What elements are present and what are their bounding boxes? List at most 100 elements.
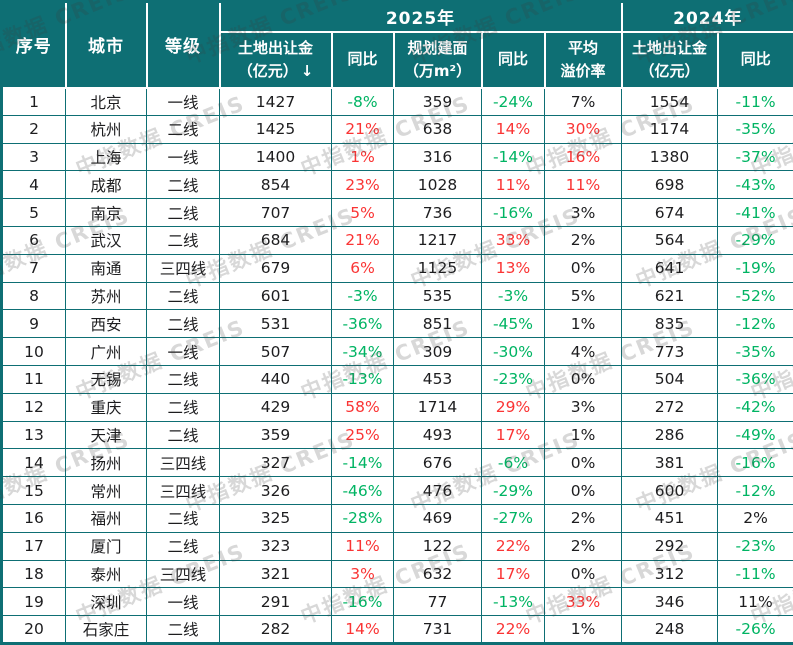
header-group-row: 序号 城市 等级 2025年 2024年 [0,0,793,89]
cell-fee-yoy-2024: -23% [717,531,793,561]
cell-tier: 一线 [146,587,220,617]
col-header-city: 城市 [64,0,148,89]
table-header: 序号 城市 等级 2025年 2024年 土地出让金 （亿元） ↓ 同比 规划建面… [0,0,793,89]
cell-fee-yoy-2025: -3% [331,281,394,311]
cell-rank: 3 [1,142,66,172]
cell-fee-yoy-2024: -12% [717,476,793,505]
table-row: 17 厦门 二线 323 11% 122 22% 2% 292 -23% [1,531,793,561]
cell-premium-rate: 5% [543,281,623,311]
cell-area-2025: 316 [393,142,482,172]
header-line: （亿元） ↓ [223,60,329,83]
cell-fee-2025: 359 [219,420,332,450]
cell-area-yoy-2025: 13% [481,253,545,283]
cell-fee-2024: 1380 [621,142,719,172]
cell-premium-rate: 3% [543,392,623,422]
cell-tier: 二线 [146,615,220,644]
cell-area-yoy-2025: -45% [481,309,545,339]
cell-premium-rate: 7% [543,86,623,116]
table-row: 12 重庆 二线 429 58% 1714 29% 3% 272 -42% [1,392,793,422]
cell-city: 南京 [65,198,147,227]
table-row: 18 泰州 三四线 321 3% 632 17% 0% 312 -11% [1,559,793,589]
cell-fee-2025: 679 [219,253,332,283]
cell-area-2025: 731 [393,615,482,644]
cell-fee-yoy-2025: 11% [331,531,394,561]
cell-city: 北京 [65,86,147,116]
cell-premium-rate: 2% [543,503,623,533]
cell-fee-2024: 248 [621,615,719,644]
cell-tier: 三四线 [146,448,220,478]
cell-tier: 三四线 [146,253,220,283]
cell-fee-2025: 282 [219,615,332,644]
cell-area-yoy-2025: -30% [481,337,545,366]
cell-premium-rate: 0% [543,364,623,394]
cell-fee-yoy-2025: -13% [331,364,394,394]
cell-city: 重庆 [65,392,147,422]
cell-rank: 7 [1,253,66,283]
cell-premium-rate: 30% [543,114,623,144]
cell-area-2025: 493 [393,420,482,450]
cell-fee-yoy-2024: 11% [717,587,793,617]
cell-fee-2025: 323 [219,531,332,561]
cell-fee-yoy-2024: -43% [717,170,793,200]
cell-fee-2024: 564 [621,225,719,255]
cell-premium-rate: 0% [543,253,623,283]
cell-fee-yoy-2024: -49% [717,420,793,450]
cell-area-yoy-2025: 14% [481,114,545,144]
col-header-fee-yoy-2024: 同比 [716,30,793,89]
cell-fee-yoy-2025: 21% [331,225,394,255]
cell-fee-2024: 381 [621,448,719,478]
cell-tier: 一线 [146,86,220,116]
cell-city: 西安 [65,309,147,339]
table-row: 10 广州 一线 507 -34% 309 -30% 4% 773 -35% [1,337,793,366]
cell-fee-2025: 707 [219,198,332,227]
cell-city: 上海 [65,142,147,172]
cell-area-yoy-2025: -3% [481,281,545,311]
cell-fee-2025: 440 [219,364,332,394]
cell-area-2025: 638 [393,114,482,144]
cell-rank: 18 [1,559,66,589]
cell-area-yoy-2025: -14% [481,142,545,172]
cell-fee-yoy-2024: -29% [717,225,793,255]
table-row: 2 杭州 二线 1425 21% 638 14% 30% 1174 -35% [1,114,793,144]
cell-city: 厦门 [65,531,147,561]
cell-premium-rate: 2% [543,225,623,255]
cell-fee-2024: 698 [621,170,719,200]
table-row: 8 苏州 二线 601 -3% 535 -3% 5% 621 -52% [1,281,793,311]
cell-area-2025: 1217 [393,225,482,255]
table-row: 5 南京 二线 707 5% 736 -16% 3% 674 -41% [1,198,793,227]
cell-fee-2025: 1400 [219,142,332,172]
cell-city: 常州 [65,476,147,505]
cell-city: 南通 [65,253,147,283]
header-line: 土地出让金 [237,39,313,57]
cell-area-2025: 453 [393,364,482,394]
cell-fee-2024: 674 [621,198,719,227]
cell-area-yoy-2025: -16% [481,198,545,227]
cell-fee-yoy-2025: 25% [331,420,394,450]
cell-tier: 三四线 [146,559,220,589]
cell-fee-2024: 1554 [621,86,719,116]
cell-premium-rate: 1% [543,615,623,644]
cell-area-yoy-2025: -27% [481,503,545,533]
cell-city: 成都 [65,170,147,200]
cell-tier: 二线 [146,309,220,339]
cell-rank: 17 [1,531,66,561]
cell-tier: 二线 [146,392,220,422]
header-unit: （万m²） [403,61,472,80]
cell-area-yoy-2025: 29% [481,392,545,422]
group-header-2024: 2024年 [620,0,793,33]
col-header-fee-yoy-2025: 同比 [330,30,395,89]
cell-fee-yoy-2025: 6% [331,253,394,283]
cell-tier: 二线 [146,114,220,144]
cell-area-2025: 476 [393,476,482,505]
cell-tier: 二线 [146,503,220,533]
cell-tier: 二线 [146,198,220,227]
header-sub-row: 土地出让金 （亿元） ↓ 同比 规划建面 （万m²） 同比 平均 溢价率 土地出让… [2,30,793,89]
cell-area-2025: 309 [393,337,482,366]
cell-premium-rate: 1% [543,420,623,450]
cell-city: 广州 [65,337,147,366]
header-line: 平均 [568,39,599,57]
cell-area-2025: 1714 [393,392,482,422]
cell-premium-rate: 0% [543,476,623,505]
